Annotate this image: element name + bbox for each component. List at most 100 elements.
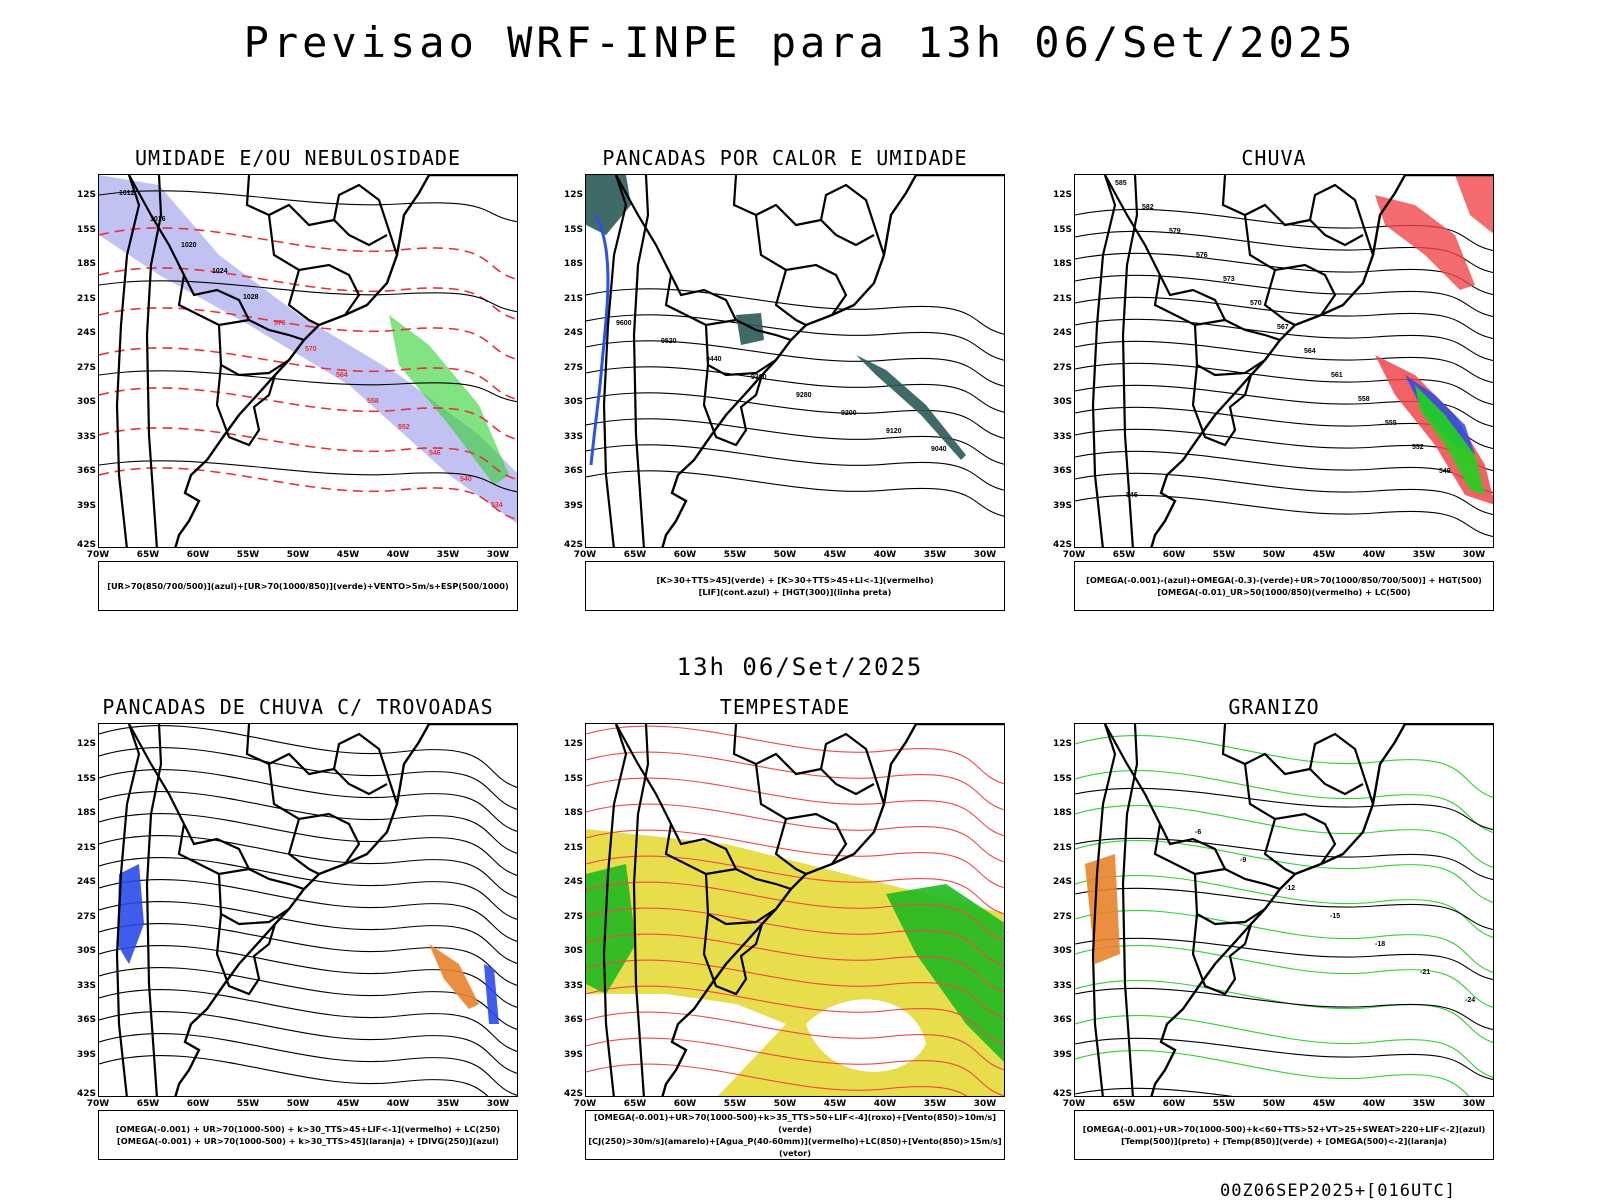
political-border xyxy=(632,724,650,1096)
latitude-tick-label: 42S xyxy=(76,540,96,550)
contour-line xyxy=(1075,494,1493,538)
contour-line xyxy=(1075,450,1493,494)
instability-area xyxy=(586,175,631,235)
contour-line xyxy=(586,444,1004,491)
longitude-tick-label: 55W xyxy=(723,1099,747,1109)
contour-label: -12 xyxy=(1285,885,1295,892)
political-border xyxy=(704,873,777,926)
latitude-tick-label: 18S xyxy=(563,259,583,269)
latitude-tick-label: 12S xyxy=(1052,739,1072,749)
contour-line xyxy=(99,1033,517,1096)
legend-line: [OMEGA(-0.001) + UR>70(1000-500) + k>30_… xyxy=(115,1124,501,1134)
contour-line xyxy=(99,791,517,854)
latitude-tick-label: 33S xyxy=(1052,980,1072,991)
longitude-tick-label: 40W xyxy=(873,550,897,560)
political-border xyxy=(217,324,290,377)
contour-line xyxy=(99,467,517,521)
latitude-tick-label: 12S xyxy=(563,190,583,200)
legend-line: [LIF](cont.azul) + [HGT(300)](linha pret… xyxy=(698,587,892,597)
latitude-tick-label: 42S xyxy=(563,540,583,550)
contour-label: 9600 xyxy=(616,320,632,327)
contour-label: 558 xyxy=(367,398,379,405)
contour-line xyxy=(586,340,1004,387)
political-border xyxy=(332,732,399,805)
contour-label: 573 xyxy=(1223,276,1235,283)
latitude-tick-label: 27S xyxy=(563,911,583,922)
contour-label: 540 xyxy=(460,476,472,483)
longitude-tick-label: 70W xyxy=(86,550,110,560)
panel-legend: [OMEGA(-0.001)+UR>70(1000-500)+k<60+TTS>… xyxy=(1074,1110,1494,1160)
political-border xyxy=(1091,724,1117,1096)
contour-line xyxy=(99,307,517,361)
political-border xyxy=(145,724,163,1096)
contour-label: 576 xyxy=(1196,252,1208,259)
political-border xyxy=(1243,214,1337,316)
longitude-tick-label: 35W xyxy=(436,550,460,560)
political-border xyxy=(245,724,388,796)
forecast-date-label: 13h 06/Set/2025 xyxy=(676,653,924,681)
contour-label: 9200 xyxy=(841,410,857,417)
contour-line xyxy=(1075,274,1493,318)
political-border xyxy=(819,183,886,256)
latitude-tick-label: 15S xyxy=(76,773,96,784)
contour-label: 546 xyxy=(1126,492,1138,499)
panel-chuva: CHUVA 585 582 579 576 573 570 567 564 561 558 555 5… xyxy=(1034,146,1514,636)
political-border xyxy=(215,913,277,996)
page-title: Previsao WRF-INPE para 13h 06/Set/2025 xyxy=(243,18,1357,67)
contour-line xyxy=(1075,770,1493,833)
political-border xyxy=(664,274,737,327)
latitude-tick-label: 18S xyxy=(1052,808,1072,818)
latitude-tick-label: 39S xyxy=(76,1049,96,1060)
contour-line xyxy=(99,280,517,313)
omega-strong-area xyxy=(1415,385,1485,495)
latitude-tick-label: 30S xyxy=(1052,397,1072,407)
political-border xyxy=(1191,364,1253,447)
longitude-tick-label: 55W xyxy=(236,1099,260,1109)
political-border xyxy=(664,823,737,876)
political-border xyxy=(1263,818,1296,875)
latitude-tick-label: 12S xyxy=(1052,190,1072,200)
map-frame: 9600 9520 9440 9360 9280 9200 9120 9040 xyxy=(585,174,1005,548)
contour-label: 585 xyxy=(1115,180,1127,187)
longitude-tick-label: 30W xyxy=(973,550,997,560)
contour-line xyxy=(586,881,1004,941)
omega-area xyxy=(1085,854,1120,964)
legend-line: [OMEGA(-0.01)_UR>50(1000/850)(vermelho) … xyxy=(1157,587,1411,597)
latitude-tick-label: 36S xyxy=(76,466,96,476)
political-border xyxy=(1104,724,1281,891)
political-border xyxy=(177,823,250,876)
contour-label: 1024 xyxy=(212,268,228,275)
map-frame: -6 -9 -12 -15 -18 -21 -24 xyxy=(1074,723,1494,1097)
longitude-tick-label: 30W xyxy=(486,550,510,560)
longitude-tick-label: 50W xyxy=(1262,550,1286,560)
contour-line xyxy=(586,314,1004,361)
longitude-tick-label: 35W xyxy=(1412,550,1436,560)
longitude-tick-label: 50W xyxy=(773,1099,797,1109)
panel-granizo: GRANIZO -6 -9 -12 -15 -18 -21 -24 [OMEGA(-0.00… xyxy=(1034,695,1514,1185)
run-time-footer: 00Z06SEP2025+[016UTC] xyxy=(1220,1181,1456,1201)
legend-line: [Temp(500)](preto) + [Temp(850)](verde) … xyxy=(1121,1136,1447,1146)
contour-label: -21 xyxy=(1420,969,1430,976)
latitude-tick-label: 24S xyxy=(1052,877,1072,887)
latitude-tick-label: 12S xyxy=(76,739,96,749)
longitude-tick-label: 65W xyxy=(623,550,647,560)
latitude-tick-label: 21S xyxy=(563,293,583,304)
political-border xyxy=(1153,823,1226,876)
latitude-tick-label: 33S xyxy=(1052,431,1072,442)
latitude-tick-label: 36S xyxy=(1052,1015,1072,1025)
contour-label: 9440 xyxy=(706,356,722,363)
contour-label: -15 xyxy=(1330,913,1340,920)
latitude-tick-label: 15S xyxy=(563,224,583,235)
panel-pancadas-calor: PANCADAS POR CALOR E UMIDADE 9600 9520 944… xyxy=(545,146,1025,636)
political-border xyxy=(115,175,141,547)
political-border xyxy=(1121,175,1139,547)
contour-label: 9520 xyxy=(661,338,677,345)
calm-area xyxy=(806,999,926,1072)
contour-label: 1016 xyxy=(150,216,166,223)
latitude-tick-label: 39S xyxy=(1052,1049,1072,1060)
latitude-tick-label: 21S xyxy=(563,842,583,853)
contour-label: 582 xyxy=(1142,204,1154,211)
map-canvas xyxy=(99,724,517,1096)
contour-line xyxy=(99,835,517,898)
political-border xyxy=(704,324,777,377)
